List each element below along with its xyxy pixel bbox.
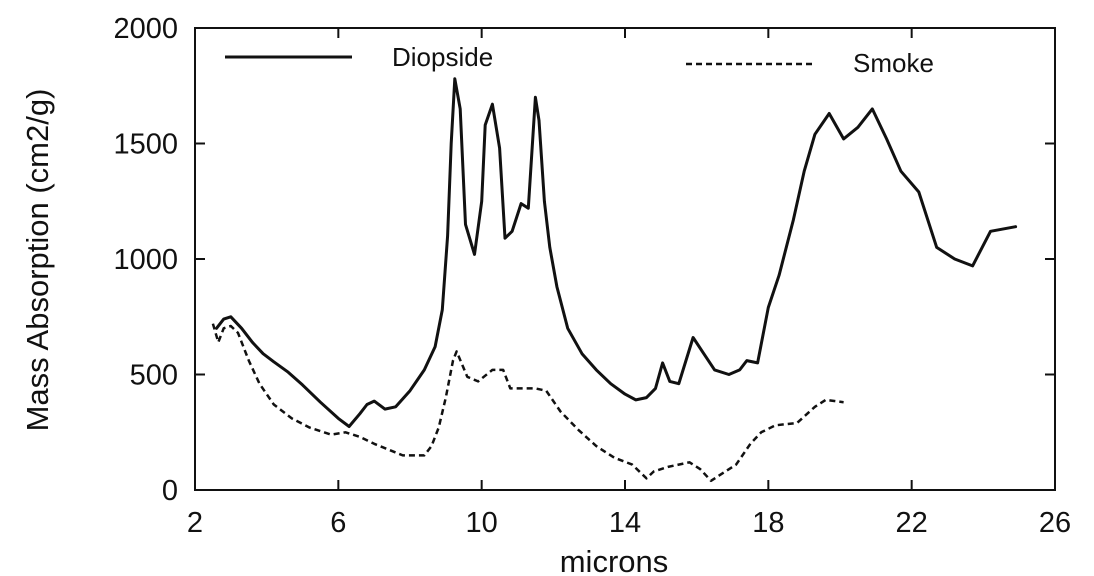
x-tick-label: 26 [1039,507,1071,539]
x-tick-label: 14 [609,507,641,539]
legend-label-smoke: Smoke [853,48,934,78]
y-tick-label: 0 [162,475,178,507]
legend-label-diopside: Diopside [392,42,493,72]
x-tick-label: 10 [466,507,498,539]
legend: Diopside Smoke [225,42,934,78]
x-tick-label: 18 [752,507,784,539]
y-tick-label: 1000 [113,244,178,276]
x-axis-title: microns [560,544,669,576]
y-axis-title: Mass Absorption (cm2/g) [20,89,55,432]
x-tick-label: 22 [896,507,928,539]
y-tick-label: 1500 [113,129,178,161]
y-tick-label: 500 [130,360,178,392]
x-tick-label: 6 [330,507,346,539]
plot-frame [194,27,1056,491]
series-line-diopside [215,77,1018,428]
series-line-smoke [211,323,844,483]
x-tick-label: 2 [187,507,203,539]
y-tick-label: 2000 [113,13,178,45]
